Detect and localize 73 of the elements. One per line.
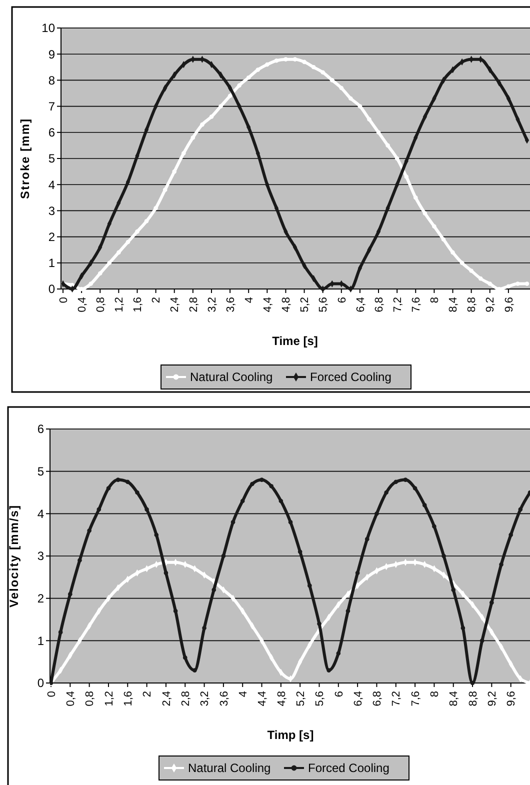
x-tick-label: 7,2 <box>390 691 403 706</box>
x-tick-label: 0,8 <box>84 691 96 706</box>
x-tick-label: 6,8 <box>372 691 384 706</box>
x-tick-label: 1,2 <box>103 691 116 706</box>
x-tick-label: 7,6 <box>410 297 422 312</box>
x-tick-label: 2 <box>150 297 163 304</box>
x-tick-label: 4 <box>243 297 256 304</box>
x-tick-label: 2,4 <box>160 691 173 706</box>
x-tick-label: 8 <box>429 297 442 304</box>
x-tick-label: 9,2 <box>486 691 499 706</box>
y-tick-label: 4 <box>48 178 56 192</box>
x-axis-title: Time [s] <box>272 334 318 348</box>
y-tick-label: 2 <box>48 230 56 244</box>
legend-label: Natural Cooling <box>188 761 271 776</box>
y-tick-label: 3 <box>37 549 44 564</box>
x-tick-label: 2,8 <box>180 691 192 706</box>
legend-label: Forced Cooling <box>310 370 392 384</box>
x-tick-label: 0,8 <box>94 297 107 312</box>
x-tick-label: 9,6 <box>503 297 516 312</box>
x-tick-label: 1,2 <box>114 297 126 312</box>
y-axis-title: Stroke [mm] <box>18 118 32 200</box>
x-tick-label: 0,4 <box>76 297 88 312</box>
y-tick-label: 6 <box>48 126 56 140</box>
x-tick-label: 5,6 <box>314 691 326 706</box>
x-tick-label: 6,4 <box>352 691 364 706</box>
x-tick-label: 8,8 <box>467 691 480 706</box>
x-tick-label: 6 <box>333 691 346 698</box>
x-tick-label: 4,8 <box>276 691 288 706</box>
x-tick-label: 1,6 <box>122 691 134 706</box>
y-tick-label: 10 <box>42 21 56 36</box>
x-tick-label: 5,2 <box>294 691 307 706</box>
y-tick-label: 5 <box>48 152 56 166</box>
y-tick-label: 1 <box>48 256 56 270</box>
y-tick-label: 8 <box>48 73 56 88</box>
x-tick-label: 3,2 <box>199 691 212 706</box>
x-tick-label: 2,8 <box>188 297 200 312</box>
x-tick-label: 4,4 <box>256 691 269 706</box>
y-axis-title: Velocity [mm/s] <box>7 504 21 608</box>
x-tick-label: 9,6 <box>506 691 518 706</box>
x-tick-label: 3,6 <box>218 691 230 706</box>
y-tick-label: 1 <box>37 634 44 648</box>
y-tick-label: 7 <box>48 100 56 114</box>
x-tick-label: 4 <box>237 691 250 698</box>
x-tick-label: 4,4 <box>262 297 274 312</box>
x-tick-label: 5,2 <box>299 297 312 312</box>
y-tick-label: 3 <box>48 204 56 218</box>
y-tick-label: 9 <box>48 47 56 62</box>
x-tick-label: 2,4 <box>169 297 182 312</box>
y-tick-label: 5 <box>37 464 44 479</box>
x-tick-label: 3,6 <box>224 297 237 312</box>
y-tick-label: 6 <box>37 422 44 436</box>
y-tick-label: 2 <box>37 592 44 606</box>
x-tick-label: 9,2 <box>484 297 497 312</box>
x-tick-label: 0,4 <box>65 691 78 706</box>
legend-label: Natural Cooling <box>190 370 273 384</box>
x-tick-label: 6,8 <box>373 297 386 312</box>
x-tick-label: 6 <box>336 297 348 304</box>
x-tick-label: 7,6 <box>410 691 422 706</box>
x-tick-label: 8,4 <box>448 691 460 706</box>
x-tick-label: 0 <box>58 297 70 304</box>
x-axis-title: Timp [s] <box>267 728 314 742</box>
x-tick-label: 4,8 <box>280 297 293 312</box>
x-tick-label: 6,4 <box>354 297 367 312</box>
x-tick-label: 7,2 <box>392 297 404 312</box>
legend-label: Forced Cooling <box>308 761 390 776</box>
y-tick-label: 4 <box>37 506 44 521</box>
x-tick-label: 5,6 <box>318 297 330 312</box>
x-tick-label: 8 <box>429 691 442 698</box>
x-tick-label: 1,6 <box>132 297 144 312</box>
x-tick-label: 8,8 <box>466 297 478 312</box>
x-tick-label: 8,4 <box>448 297 460 312</box>
x-tick-label: 2 <box>142 691 154 698</box>
x-tick-label: 3,2 <box>206 297 218 312</box>
